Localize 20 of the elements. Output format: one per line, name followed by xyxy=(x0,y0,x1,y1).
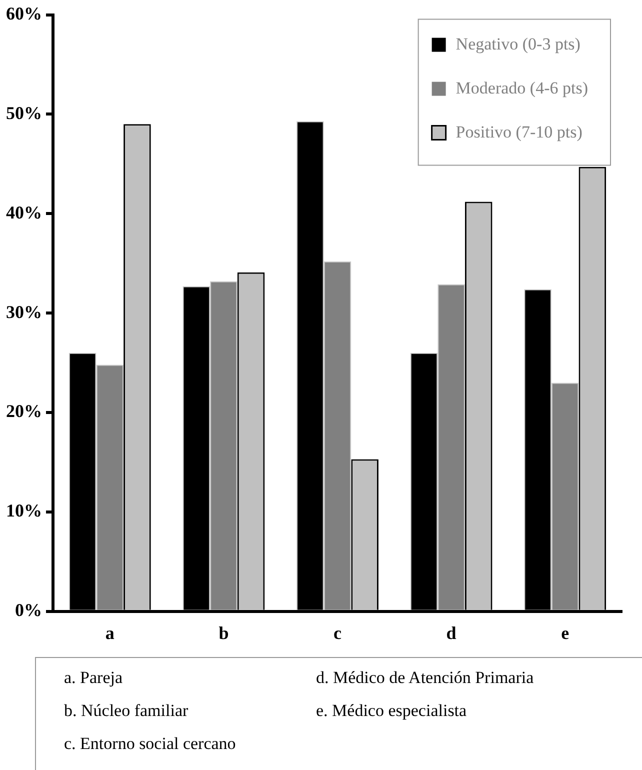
x-tick-label: b xyxy=(218,622,229,643)
x-tick-label: e xyxy=(561,622,570,643)
text: a. Pareja xyxy=(63,668,124,689)
x-tick-label: c xyxy=(334,622,342,643)
y-tick-label: 30% xyxy=(6,302,42,322)
x-tick-label: d xyxy=(446,622,456,643)
y-tick-label: 10% xyxy=(6,500,42,521)
legend-label: Moderado (4-6 pts) xyxy=(456,78,588,98)
text: e. Médico especialista xyxy=(315,701,468,722)
y-tick-label: 0% xyxy=(15,600,42,620)
y-tick-label: 50% xyxy=(6,102,42,123)
y-tick-label: 60% xyxy=(6,3,42,24)
text: b. Núcleo familiar xyxy=(63,701,190,722)
y-tick-label: 40% xyxy=(6,202,42,222)
legend-label: Negativo (0-3 pts) xyxy=(456,34,580,54)
text: c. Entorno social cercano xyxy=(63,734,237,755)
y-tick-label: 20% xyxy=(6,401,42,422)
text: d. Médico de Atención Primaria xyxy=(315,668,535,689)
legend-label: Positivo (7-10 pts) xyxy=(456,122,582,142)
x-tick-label: a xyxy=(105,622,114,643)
